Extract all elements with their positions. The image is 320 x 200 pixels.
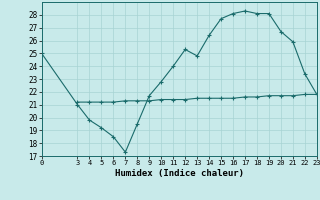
X-axis label: Humidex (Indice chaleur): Humidex (Indice chaleur) bbox=[115, 169, 244, 178]
